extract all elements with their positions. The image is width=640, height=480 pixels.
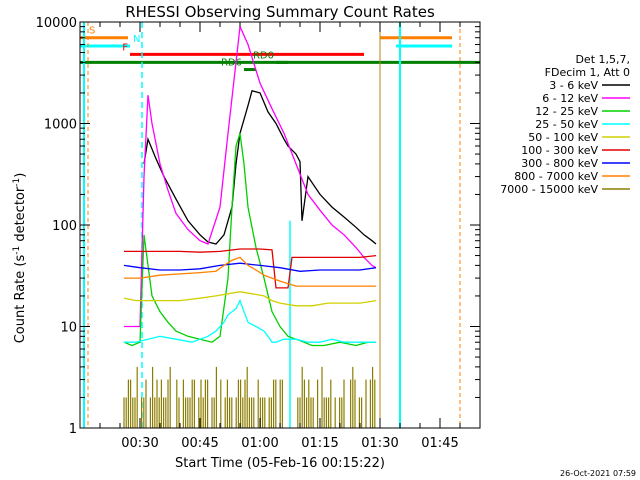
series-line-0 <box>143 90 377 245</box>
observing-flag-bars: S NF RD0 RD6 <box>80 22 480 428</box>
y-tick-label: 10000 <box>36 16 77 31</box>
y-axis-label-sup2: -1 <box>12 178 22 187</box>
legend-header-line: Det 1,5,7, <box>575 53 630 66</box>
series-line-2 <box>123 133 376 347</box>
x-tick-label: 01:45 <box>421 436 458 451</box>
axes-layer: 1 10 100 1000 10000 00:30 00:45 01:00 01:15 01:30… <box>36 16 481 451</box>
y-tick-label: 1 <box>69 422 77 437</box>
flag-bar-label-0: S <box>89 26 95 37</box>
legend-header-line: FDecim 1, Att 0 <box>545 66 630 79</box>
legend-entry-label: 300 - 800 keV <box>521 157 598 170</box>
series-layer <box>123 24 377 428</box>
legend-entry-label: 25 - 50 keV <box>535 118 598 131</box>
legend-entry-label: 800 - 7000 keV <box>514 170 598 183</box>
series-line-1 <box>124 24 377 328</box>
x-tick-label: 00:45 <box>181 436 218 451</box>
chart-title: RHESSI Observing Summary Count Rates <box>125 3 435 21</box>
y-axis-label: Count Rate (s-1 detector-1) <box>12 173 28 344</box>
y-axis-label-end: ) <box>13 173 28 178</box>
y-tick-label: 1000 <box>44 118 77 133</box>
x-tick-label: 01:30 <box>361 436 398 451</box>
y-tick-label: 100 <box>52 219 77 234</box>
y-tick-label: 10 <box>60 321 77 336</box>
y-axis-label-main: Count Rate (s <box>13 255 28 344</box>
series-line-5 <box>124 248 377 289</box>
flag-bar-label-2: F <box>122 42 128 53</box>
series-line-7 <box>124 256 376 287</box>
legend-entry-label: 50 - 100 keV <box>528 131 598 144</box>
x-tick-label: 01:00 <box>241 436 278 451</box>
series-line-3 <box>124 298 376 343</box>
plot-frame <box>79 21 481 429</box>
y-axis-label-mid: detector <box>13 186 28 246</box>
legend-entry-label: 12 - 25 keV <box>535 105 598 118</box>
series-line-6 <box>123 262 377 272</box>
timestamp: 26-Oct-2021 07:59 <box>560 469 636 478</box>
x-axis-label: Start Time (05-Feb-16 00:15:22) <box>175 456 385 471</box>
series-line-4 <box>123 291 377 307</box>
flag-bar-label-4: RD0 <box>253 50 274 61</box>
legend-entry-label: 6 - 12 keV <box>542 92 598 105</box>
x-tick-label: 01:15 <box>301 436 338 451</box>
x-tick-label: 00:30 <box>121 436 158 451</box>
legend-entry-label: 100 - 300 keV <box>521 144 598 157</box>
y-axis-label-sup1: -1 <box>12 246 22 255</box>
flag-bar-label-1: N <box>133 34 140 45</box>
legend-entry-label: 7000 - 15000 keV <box>500 183 598 196</box>
legend-entry-label: 3 - 6 keV <box>549 79 598 92</box>
flag-bar-label-5: RD6 <box>221 58 242 69</box>
